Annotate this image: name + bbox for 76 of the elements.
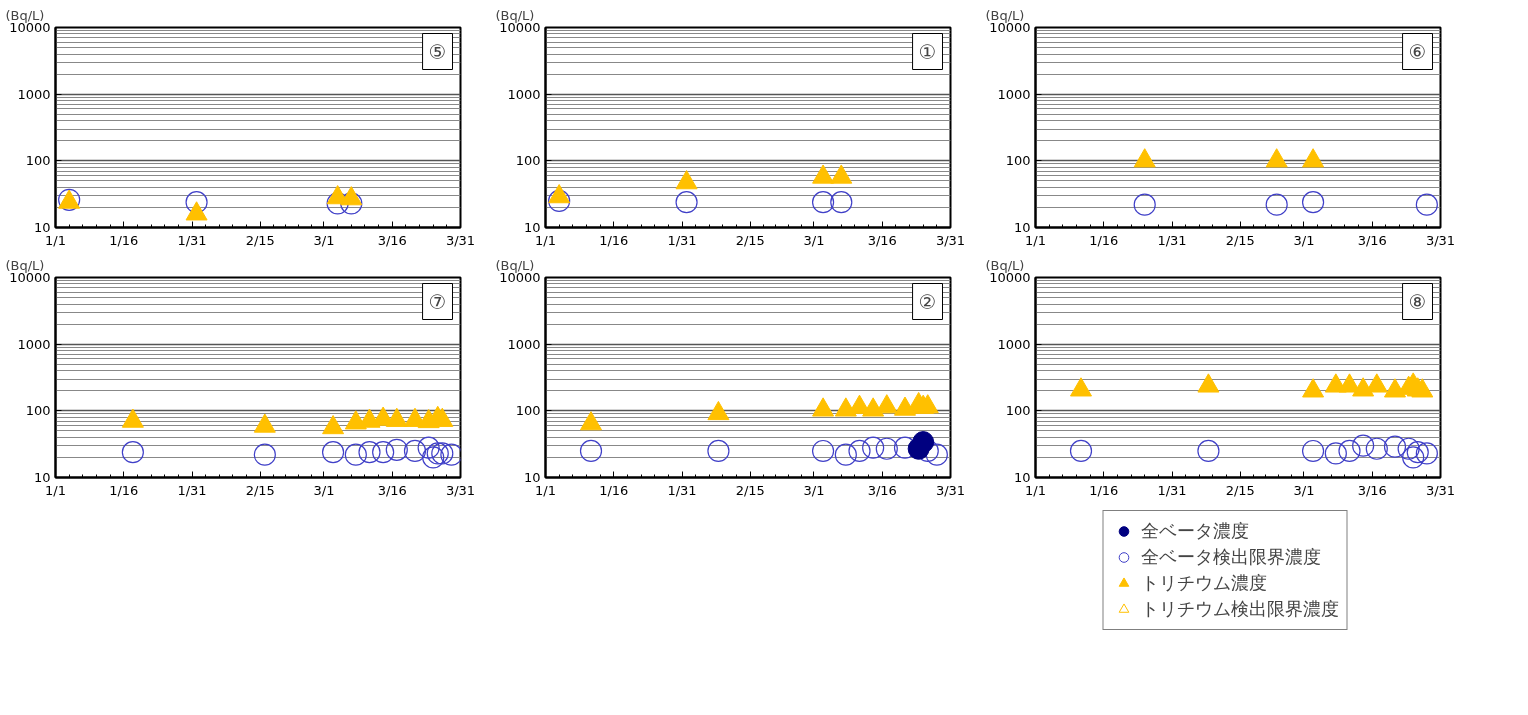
y-tick-label: 1000 (997, 336, 1031, 352)
x-tick-label: 1/1 (1025, 232, 1046, 248)
x-tick-label: 2/15 (1225, 482, 1255, 498)
x-tick-label: 3/31 (935, 232, 966, 248)
x-tick-label: 1/31 (1157, 482, 1187, 498)
x-tick-label: 1/1 (1025, 482, 1046, 498)
x-tick-label: 3/16 (377, 232, 407, 248)
x-tick-label: 2/15 (245, 482, 275, 498)
y-axis-title: (Bq/L) (5, 7, 45, 23)
x-tick-label: 1/16 (1089, 482, 1119, 498)
x-tick-label: 1/16 (109, 482, 139, 498)
x-tick-label: 1/31 (177, 232, 207, 248)
y-tick-label: 1000 (507, 336, 541, 352)
x-tick-label: 3/1 (313, 482, 335, 498)
x-tick-label: 3/31 (445, 482, 476, 498)
y-tick-label: 100 (25, 153, 51, 169)
y-tick-label: 1000 (17, 86, 51, 102)
x-tick-label: 3/16 (1357, 232, 1387, 248)
y-tick-label: 100 (515, 153, 541, 169)
y-tick-label: 10 (1013, 220, 1031, 235)
x-tick-label: 1/31 (1157, 232, 1187, 248)
y-axis-title: (Bq/L) (495, 7, 535, 23)
x-tick-label: 2/15 (245, 232, 275, 248)
x-tick-label: 1/1 (45, 232, 66, 248)
x-tick-label: 3/16 (867, 482, 897, 498)
x-tick-label: 3/1 (803, 482, 825, 498)
x-tick-label: 3/31 (1425, 482, 1456, 498)
x-tick-label: 3/1 (1293, 232, 1315, 248)
y-tick-label: 1000 (507, 86, 541, 102)
x-tick-label: 3/31 (935, 482, 966, 498)
x-tick-label: 3/16 (1357, 482, 1387, 498)
y-tick-label: 1000 (17, 336, 51, 352)
legend-label: トリチウム濃度 (1140, 571, 1267, 595)
x-tick-label: 3/1 (313, 232, 335, 248)
text: ⑧ (1408, 289, 1427, 314)
text: ⑦ (428, 289, 447, 314)
y-tick-label: 10 (523, 470, 541, 485)
x-tick-label: 3/16 (867, 232, 897, 248)
text: ⑥ (1408, 39, 1427, 64)
x-tick-label: 1/1 (45, 482, 66, 498)
x-tick-label: 1/16 (599, 482, 629, 498)
x-tick-label: 1/16 (1089, 232, 1119, 248)
x-tick-label: 1/1 (535, 232, 556, 248)
y-tick-label: 100 (1005, 153, 1031, 169)
x-tick-label: 1/16 (599, 232, 629, 248)
legend-label: トリチウム検出限界濃度 (1140, 597, 1339, 621)
x-tick-label: 1/31 (667, 232, 697, 248)
legend-label: 全ベータ濃度 (1140, 519, 1249, 543)
x-tick-label: 1/1 (535, 482, 556, 498)
y-axis-title: (Bq/L) (495, 257, 535, 273)
x-tick-label: 1/31 (177, 482, 207, 498)
x-tick-label: 3/16 (377, 482, 407, 498)
y-tick-label: 100 (1005, 403, 1031, 419)
y-tick-label: 100 (515, 403, 541, 419)
legend-label: 全ベータ検出限界濃度 (1140, 545, 1321, 569)
x-tick-label: 3/31 (445, 232, 476, 248)
y-tick-label: 10 (33, 470, 51, 485)
y-tick-label: 10 (33, 220, 51, 235)
x-tick-label: 2/15 (735, 232, 765, 248)
text: ① (918, 39, 937, 64)
x-tick-label: 2/15 (735, 482, 765, 498)
y-axis-title: (Bq/L) (985, 7, 1025, 23)
x-tick-label: 3/1 (803, 232, 825, 248)
y-axis-title: (Bq/L) (5, 257, 45, 273)
y-axis-title: (Bq/L) (985, 257, 1025, 273)
x-tick-label: 3/31 (1425, 232, 1456, 248)
x-tick-label: 1/16 (109, 232, 139, 248)
y-tick-label: 100 (25, 403, 51, 419)
y-tick-label: 10 (1013, 470, 1031, 485)
x-tick-label: 3/1 (1293, 482, 1315, 498)
y-tick-label: 1000 (997, 86, 1031, 102)
text: ② (918, 289, 937, 314)
x-tick-label: 1/31 (667, 482, 697, 498)
y-tick-label: 10 (523, 220, 541, 235)
text: ⑤ (428, 39, 447, 64)
x-tick-label: 2/15 (1225, 232, 1255, 248)
